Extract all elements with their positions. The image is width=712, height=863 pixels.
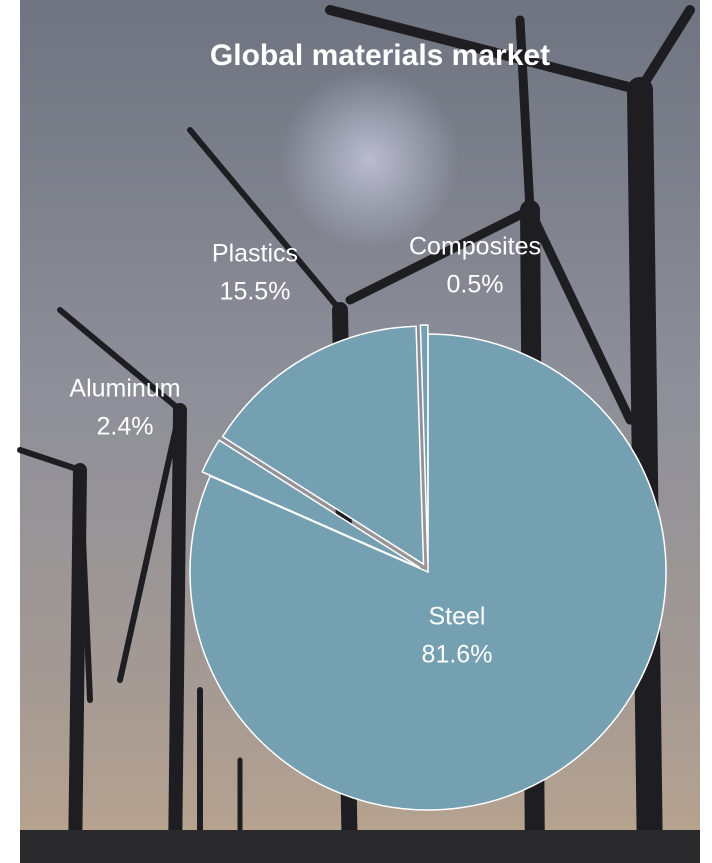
- slice-label: Plastics: [212, 240, 298, 268]
- slice-value-label: 2.4%: [97, 413, 154, 441]
- slice-label: Steel: [429, 603, 486, 631]
- chart-title: Global materials market: [210, 39, 550, 72]
- pie-slice: [201, 439, 421, 569]
- pie-slice: [221, 325, 425, 566]
- slice-value-label: 0.5%: [447, 271, 504, 299]
- slice-value-label: 81.6%: [422, 641, 493, 669]
- slice-label: Aluminum: [69, 375, 180, 403]
- slice-value-label: 15.5%: [220, 278, 291, 306]
- pie-slice: [419, 324, 429, 564]
- slice-label: Composites: [409, 233, 541, 261]
- pie-slice: [189, 333, 667, 811]
